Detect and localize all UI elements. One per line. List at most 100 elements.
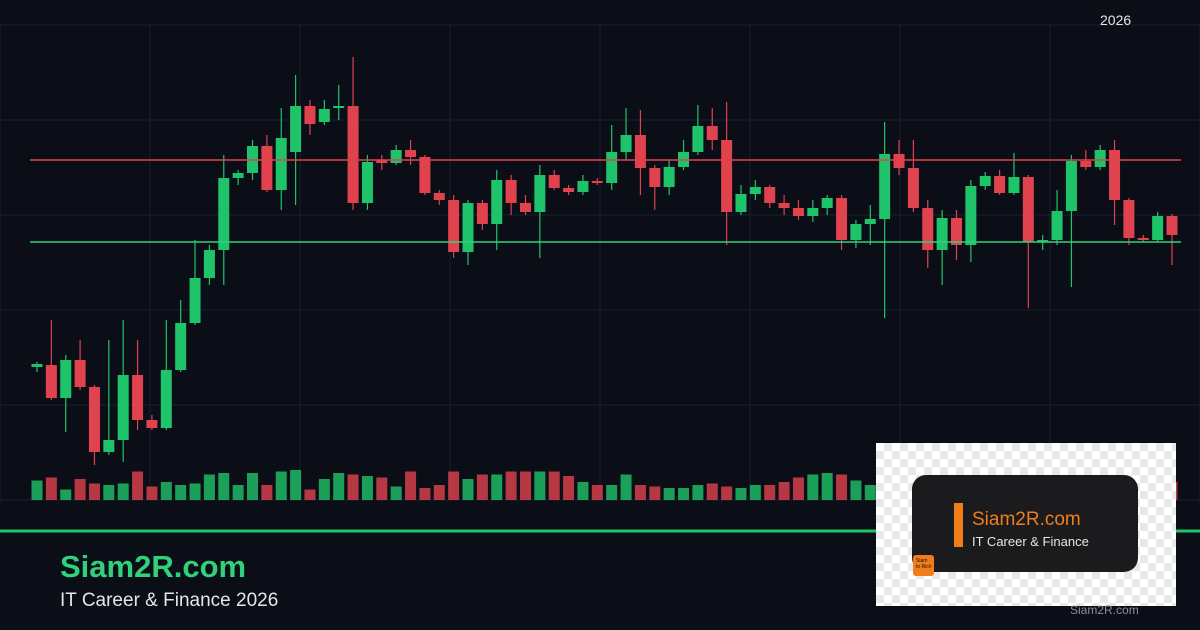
candle-body	[534, 175, 546, 212]
volume-bar	[419, 488, 431, 500]
candle-body	[1123, 200, 1135, 238]
volume-bar	[634, 485, 646, 500]
candle-body	[764, 187, 776, 203]
volume-bar	[563, 476, 575, 500]
candle-body	[548, 175, 560, 188]
volume-bar	[117, 483, 129, 500]
volume-bar	[333, 473, 345, 500]
volume-bar	[491, 474, 503, 500]
candle-body	[433, 193, 445, 200]
candle-body	[74, 360, 86, 387]
candle-body	[879, 154, 891, 219]
volume-bar	[476, 474, 488, 500]
candle-body	[31, 364, 43, 367]
brand-title: Siam2R.com	[60, 549, 247, 584]
volume-bar	[60, 489, 72, 500]
candle-body	[634, 135, 646, 168]
volume-bar	[836, 474, 848, 500]
volume-bar	[88, 483, 100, 500]
candle-body	[692, 126, 704, 152]
volume-bar	[764, 485, 776, 500]
candle-body	[1037, 240, 1049, 242]
candle-body	[950, 218, 962, 245]
candle-body	[476, 203, 488, 224]
candle-body	[620, 135, 632, 152]
volume-bar	[678, 488, 690, 500]
candle-body	[1152, 216, 1164, 240]
volume-bar	[620, 474, 632, 500]
volume-bar	[577, 482, 589, 500]
candle-body	[333, 106, 345, 108]
candle-body	[1022, 177, 1034, 242]
candle-body	[821, 198, 833, 208]
volume-bar	[433, 485, 445, 500]
volume-bar	[275, 471, 287, 500]
candle-body	[60, 360, 72, 398]
candle-body	[778, 203, 790, 208]
logo-title: Siam2R.com	[972, 509, 1081, 530]
volume-bar	[361, 476, 373, 500]
candle-body	[376, 160, 388, 163]
brand-subtitle: IT Career & Finance 2026	[60, 590, 279, 611]
candle-body	[807, 208, 819, 216]
volume-bar	[132, 471, 144, 500]
candle-body	[663, 167, 675, 187]
candle-body	[563, 188, 575, 192]
candle-body	[979, 176, 991, 186]
volume-bar	[548, 471, 560, 500]
volume-bar	[376, 477, 388, 500]
candle-body	[275, 138, 287, 190]
candle-body	[103, 440, 115, 452]
candle-body	[1094, 150, 1106, 167]
volume-bar	[103, 485, 115, 500]
candle-body	[735, 194, 747, 212]
candle-body	[1166, 216, 1178, 235]
volume-bar	[534, 471, 546, 500]
candle-body	[936, 218, 948, 250]
volume-bar	[792, 477, 804, 500]
candle-body	[850, 224, 862, 240]
candle-body	[907, 168, 919, 208]
candle-body	[232, 173, 244, 178]
volume-bar	[663, 488, 675, 500]
candle-body	[893, 154, 905, 168]
candle-body	[965, 186, 977, 245]
volume-bar	[203, 474, 215, 500]
candle-body	[390, 150, 402, 163]
candle-body	[792, 208, 804, 216]
candle-body	[175, 323, 187, 370]
candle-body	[721, 140, 733, 212]
candle-body	[577, 181, 589, 192]
logo-bar	[954, 503, 963, 547]
volume-bar	[807, 474, 819, 500]
watermark: Siam2R.com	[1070, 603, 1139, 617]
candle-body	[203, 250, 215, 278]
candle-body	[304, 106, 316, 124]
volume-bar	[45, 477, 57, 500]
volume-bar	[591, 485, 603, 500]
volume-bar	[189, 483, 201, 500]
volume-bar	[232, 485, 244, 500]
candle-body	[749, 187, 761, 194]
candle-body	[606, 152, 618, 183]
logo-card: Siam2R.com IT Career & Finance Siam to R…	[912, 475, 1138, 576]
candle-body	[361, 162, 373, 203]
logo-subtitle: IT Career & Finance	[972, 534, 1089, 549]
volume-bar	[218, 473, 230, 500]
candle-body	[1008, 177, 1020, 193]
volume-bar	[778, 482, 790, 500]
volume-bar	[706, 483, 718, 500]
volume-bar	[864, 485, 876, 500]
candle-body	[491, 180, 503, 224]
volume-bar	[160, 482, 172, 500]
candle-body	[1051, 211, 1063, 240]
logo-badge: Siam to Rich	[913, 555, 934, 576]
volume-bar	[347, 474, 359, 500]
volume-bar	[247, 473, 259, 500]
candle-body	[45, 365, 57, 398]
candle-body	[1137, 238, 1149, 240]
candle-body	[261, 146, 273, 190]
candle-body	[88, 387, 100, 452]
volume-bar	[31, 480, 43, 500]
volume-bar	[290, 470, 302, 500]
